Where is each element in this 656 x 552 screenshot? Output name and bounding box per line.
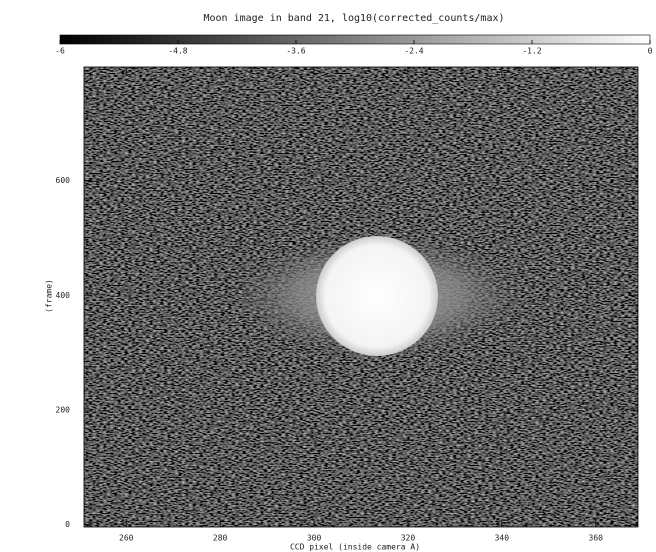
y-tick-label: 400 bbox=[56, 291, 71, 300]
colorbar bbox=[60, 35, 650, 44]
x-tick-label: 320 bbox=[401, 534, 416, 543]
colorbar-tick-label: -1.2 bbox=[522, 47, 541, 56]
x-tick-label: 300 bbox=[307, 534, 322, 543]
y-tick-label: 600 bbox=[56, 176, 71, 185]
y-axis-label: (frame) bbox=[45, 279, 54, 313]
colorbar-tick-label: -3.6 bbox=[286, 47, 305, 56]
chart-title: Moon image in band 21, log10(corrected_c… bbox=[203, 13, 504, 24]
image bbox=[84, 67, 638, 527]
x-tick-label: 280 bbox=[213, 534, 228, 543]
y-tick-label: 200 bbox=[56, 405, 71, 414]
moon-disk bbox=[316, 236, 438, 356]
colorbar-tick-label: -6 bbox=[55, 47, 65, 56]
x-axis-label: CCD pixel (inside camera A) bbox=[290, 543, 420, 552]
chart: Moon image in band 21, log10(corrected_c… bbox=[0, 0, 656, 552]
colorbar-tick-label: -4.8 bbox=[168, 47, 187, 56]
y-tick-label: 0 bbox=[65, 520, 70, 529]
x-tick-label: 340 bbox=[495, 534, 510, 543]
x-tick-label: 260 bbox=[119, 534, 134, 543]
colorbar-tick-label: 0 bbox=[648, 47, 653, 56]
x-tick-label: 360 bbox=[589, 534, 604, 543]
colorbar-tick-label: -2.4 bbox=[404, 47, 423, 56]
